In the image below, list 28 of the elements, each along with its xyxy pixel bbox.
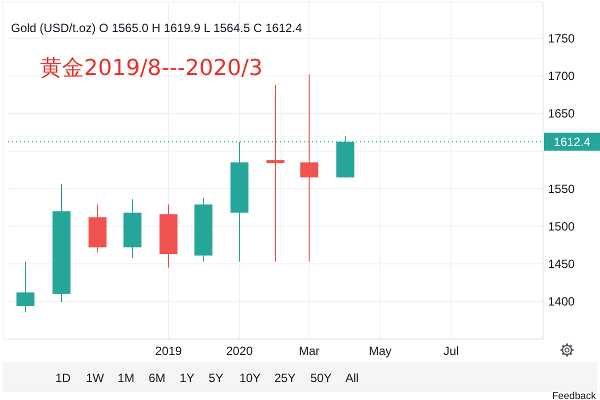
- text: 5Y: [208, 371, 224, 385]
- candlestick: [266, 84, 284, 262]
- x-tick-label: Mar: [298, 344, 320, 358]
- text: 50Y: [310, 371, 332, 385]
- y-tick-label: 1500: [548, 219, 576, 234]
- y-tick-label: 1400: [548, 294, 576, 309]
- candlestick: [16, 261, 34, 312]
- y-tick-label: 1450: [548, 257, 576, 272]
- y-tick-label: 1750: [548, 32, 576, 46]
- y-tick-label: 1650: [548, 106, 576, 121]
- ref-line-label: 1612.4: [554, 134, 591, 149]
- text: All: [345, 371, 359, 385]
- text: Feedback: [552, 391, 597, 400]
- x-tick-label: May: [368, 344, 392, 358]
- x-tick-label: Jul: [443, 344, 459, 358]
- y-tick-label: 1700: [548, 69, 576, 84]
- text: 1D: [55, 371, 71, 385]
- text: 10Y: [239, 371, 261, 385]
- text: Gold (USD/t.oz) O 1565.0 H 1619.9 L 1564.5 C 1612.4: [11, 21, 302, 35]
- x-tick-label: 2020: [226, 344, 254, 358]
- x-tick-label: 2019: [155, 344, 182, 358]
- text: 25Y: [274, 371, 296, 385]
- text: 6M: [148, 371, 166, 385]
- text: 1W: [86, 371, 105, 385]
- text: 1Y: [180, 371, 194, 385]
- text: 1M: [118, 371, 134, 385]
- y-tick-label: 1550: [548, 182, 576, 196]
- annotation: 黄金2019/8---2020/3: [40, 56, 263, 81]
